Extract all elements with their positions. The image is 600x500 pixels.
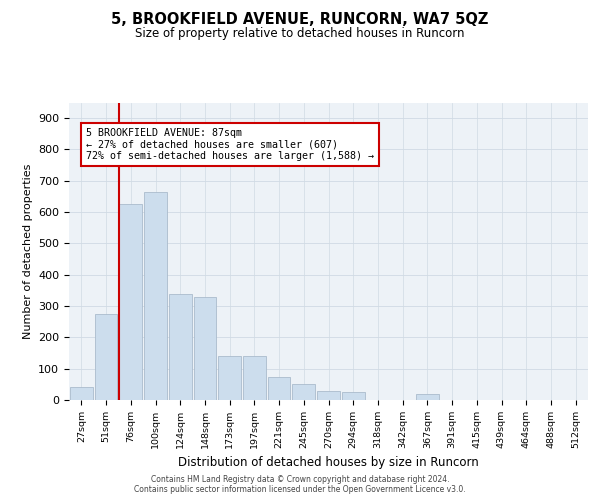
Text: 5, BROOKFIELD AVENUE, RUNCORN, WA7 5QZ: 5, BROOKFIELD AVENUE, RUNCORN, WA7 5QZ — [112, 12, 488, 28]
Y-axis label: Number of detached properties: Number of detached properties — [23, 164, 32, 339]
X-axis label: Distribution of detached houses by size in Runcorn: Distribution of detached houses by size … — [178, 456, 479, 469]
Bar — [218, 356, 241, 400]
Text: 5 BROOKFIELD AVENUE: 87sqm
← 27% of detached houses are smaller (607)
72% of sem: 5 BROOKFIELD AVENUE: 87sqm ← 27% of deta… — [86, 128, 374, 161]
Bar — [292, 384, 315, 400]
Bar — [342, 392, 365, 400]
Bar — [95, 314, 118, 400]
Bar — [119, 204, 142, 400]
Bar — [243, 356, 266, 400]
Text: Contains HM Land Registry data © Crown copyright and database right 2024.
Contai: Contains HM Land Registry data © Crown c… — [134, 474, 466, 494]
Bar — [70, 388, 93, 400]
Bar — [194, 296, 216, 400]
Text: Size of property relative to detached houses in Runcorn: Size of property relative to detached ho… — [135, 28, 465, 40]
Bar — [169, 294, 191, 400]
Bar — [144, 192, 167, 400]
Bar — [317, 390, 340, 400]
Bar — [416, 394, 439, 400]
Bar — [268, 376, 290, 400]
